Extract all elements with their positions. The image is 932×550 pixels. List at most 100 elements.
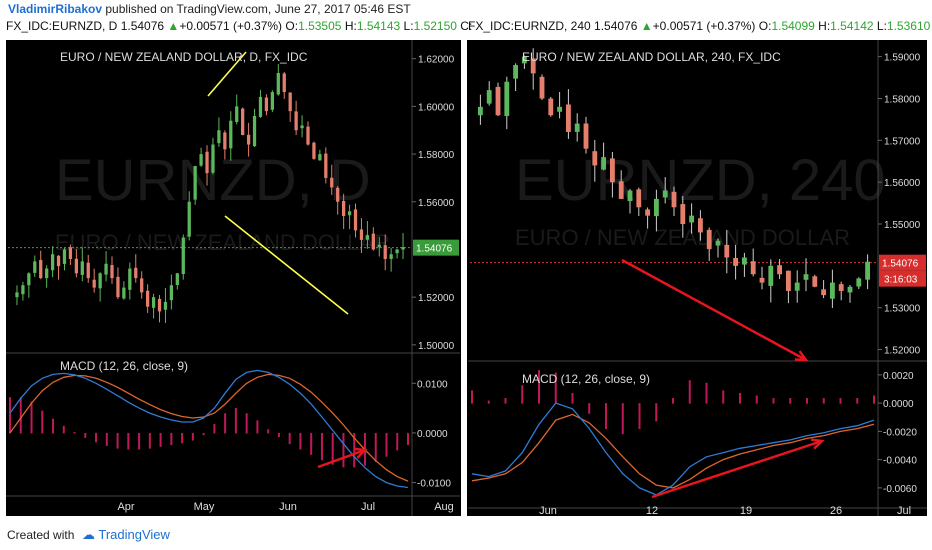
candle-body (39, 260, 43, 279)
left-macd (9, 369, 409, 489)
macd-hist-bar (571, 392, 574, 404)
candle-body (583, 123, 589, 149)
candle-body (342, 200, 346, 217)
candle-body (140, 278, 144, 293)
macd-hist-bar (755, 395, 758, 404)
candle-body (557, 106, 563, 112)
right-chart-bg (467, 40, 927, 516)
macd-hist-bar (605, 403, 607, 430)
last-price-badge (879, 254, 926, 271)
footer: Created with ☁ TradingView (0, 520, 932, 550)
trendline-upper (207, 51, 247, 97)
macd-line (9, 369, 409, 489)
brand-name: TradingView (98, 527, 170, 542)
candle-body (134, 267, 138, 279)
header: VladimirRibakov published on TradingView… (0, 0, 932, 42)
time-tick-label: Apr (117, 501, 134, 513)
macd-hist-bar (288, 432, 291, 445)
annotations[interactable] (207, 51, 825, 499)
candle-body (288, 92, 292, 112)
right-macd-arrow (651, 439, 823, 499)
candle-body (565, 104, 571, 132)
right-price-axis[interactable]: 1.59000 1.58000 1.57000 1.56000 1.55000 1.540… (539, 53, 926, 517)
candle-body (838, 284, 844, 291)
macd-hist-bar (789, 398, 792, 404)
macd-hist-bar (471, 390, 473, 404)
price-tick-label: 1.52000 (884, 346, 921, 357)
macd-hist-bar (331, 432, 334, 465)
macd-hist-bar (299, 432, 302, 450)
macd-tick-label: -0.0040 (883, 456, 917, 467)
macd-tick-label: 0.0100 (417, 379, 448, 390)
time-tick-label: Jun (279, 501, 297, 513)
left-candles (15, 64, 405, 324)
macd-signal-line (471, 413, 875, 489)
macd-hist-bar (73, 432, 76, 434)
created-with: Created with (7, 528, 75, 542)
right-symbol-line: FX_IDC:EURNZD, 240 1.54076 ▲+0.00571 (+0… (468, 19, 930, 33)
author-link[interactable]: VladimirRibakov (8, 2, 103, 16)
candle-body (539, 76, 545, 99)
macd-hist-bar (487, 400, 490, 404)
candle-body (803, 274, 809, 280)
charts-canvas[interactable]: EURNZD, D EURO / NEW ZEALAND DOLLAR EURN… (0, 40, 932, 520)
candle-body (50, 254, 55, 271)
candle-body (513, 65, 519, 79)
macd-hist-bar (181, 432, 184, 444)
candle-body (68, 247, 73, 259)
macd-hist-bar (9, 397, 11, 434)
candle-body (359, 229, 364, 240)
last-price-label: 1.54076 (416, 244, 453, 255)
candle-body (116, 276, 120, 298)
left-o-label: O: (285, 19, 299, 33)
price-tick-label: 1.56000 (884, 178, 921, 189)
left-symbol-line: FX_IDC:EURNZD, D 1.54076 ▲+0.00571 (+0.3… (6, 19, 472, 33)
left-price-axis[interactable]: 1.62000 1.60000 1.58000 1.56000 1.54076 1.520… (117, 55, 459, 513)
candle-body (199, 154, 203, 166)
candle-body (548, 98, 554, 116)
trendline-lower (224, 215, 349, 315)
price-tick-label: 1.53000 (884, 304, 921, 315)
candle-body (175, 273, 179, 285)
macd-hist-bar (806, 398, 808, 404)
right-macd (471, 370, 875, 496)
right-symbol[interactable]: FX_IDC:EURNZD, 240 (468, 19, 591, 33)
right-o-label: O: (758, 19, 772, 33)
macd-tick-label: 0.0000 (883, 399, 914, 410)
tradingview-logo[interactable]: ☁ TradingView (82, 527, 170, 543)
left-symbol[interactable]: FX_IDC:EURNZD, D (6, 19, 118, 33)
candle-body (574, 123, 580, 132)
candle-body (229, 120, 233, 149)
candle-body (601, 157, 607, 170)
candle-body (592, 151, 598, 166)
macd-hist-bar (256, 420, 259, 434)
left-macd-label: MACD (12, 26, close, 9) (60, 359, 188, 373)
countdown-badge (879, 270, 926, 287)
price-tick-label: 1.56000 (418, 198, 455, 209)
candle-body (856, 278, 862, 287)
candle-body (146, 290, 150, 307)
candle-body (401, 247, 405, 250)
candle-body (86, 262, 90, 279)
candle-body (324, 153, 328, 178)
price-tick-label: 1.59000 (884, 53, 921, 64)
left-low: 1.52150 (413, 19, 457, 33)
right-h-label: H: (818, 19, 831, 33)
price-tick-label: 1.62000 (418, 55, 455, 66)
left-h-label: H: (344, 19, 357, 33)
time-tick-label: Jun (539, 505, 557, 517)
price-tick-label: 1.50000 (418, 341, 455, 352)
price-tick-label: 1.58000 (418, 150, 455, 161)
right-up-arrow-icon: ▲ (640, 19, 653, 33)
candle-body (270, 92, 274, 110)
macd-hist-bar (342, 432, 345, 468)
left-change: +0.00571 (+0.37%) (179, 19, 283, 33)
candle-body (785, 270, 791, 291)
macd-hist-bar (41, 410, 44, 434)
last-price-label: 1.54076 (882, 259, 919, 270)
left-c-label: C: (460, 19, 473, 33)
right-low: 1.53610 (886, 19, 931, 33)
left-up-arrow-icon: ▲ (167, 19, 180, 33)
macd-hist-bar (554, 372, 557, 404)
candle-body (759, 277, 765, 283)
